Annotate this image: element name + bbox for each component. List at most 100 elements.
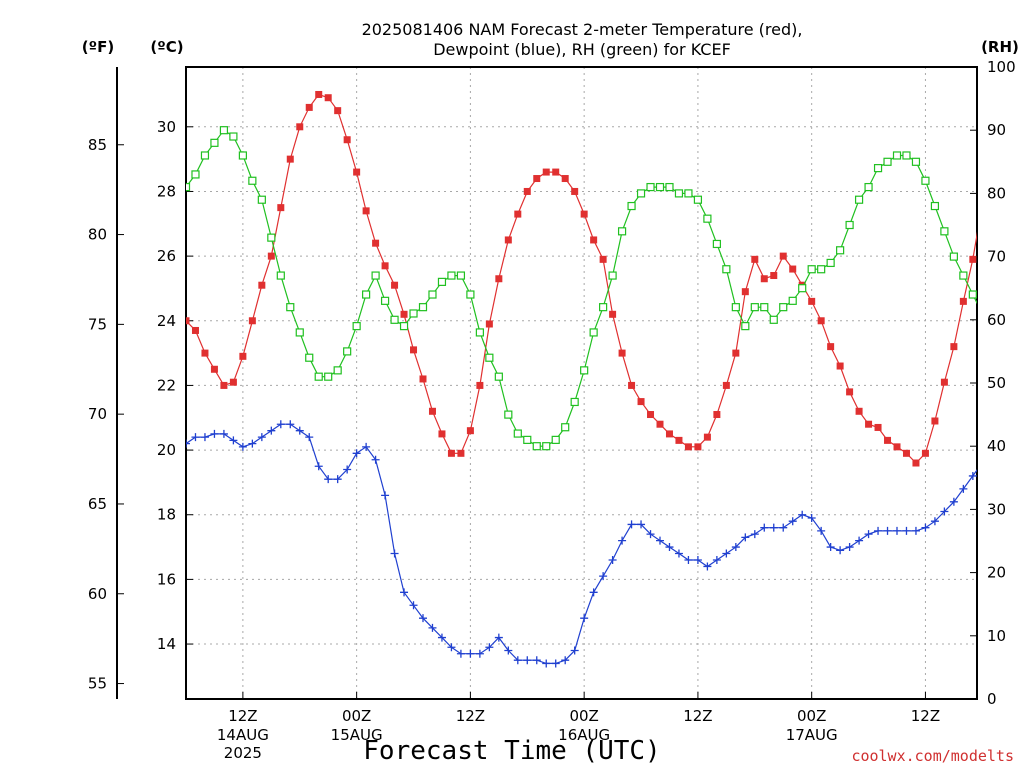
rh-point: [731, 303, 740, 312]
dewpoint-point: [314, 462, 323, 471]
rh-point: [485, 353, 494, 362]
temperature-point: [186, 317, 190, 325]
temperature-point: [400, 310, 408, 318]
rh-point: [864, 182, 873, 192]
chart-title-line-1: 2025081406 NAM Forecast 2-meter Temperat…: [362, 20, 803, 39]
temperature-point: [428, 407, 436, 415]
rh-point: [494, 372, 503, 381]
rh-point: [684, 189, 693, 198]
dewpoint-point: [949, 497, 958, 506]
temperature-point: [940, 378, 948, 386]
temperature-point: [362, 207, 370, 215]
rh-point: [380, 296, 390, 305]
rh-point: [475, 328, 484, 337]
temperature-point: [836, 362, 844, 370]
rh-tick-label: 60: [987, 311, 1006, 329]
rh-point: [854, 195, 864, 204]
dewpoint-point: [750, 530, 759, 539]
dewpoint-point: [959, 484, 968, 493]
rh-point: [836, 246, 845, 255]
rh-point: [760, 303, 769, 312]
temperature-point: [846, 388, 854, 396]
temperature-point: [817, 317, 825, 325]
dewpoint-point: [494, 633, 503, 642]
rh-point: [703, 214, 712, 223]
celsius-tick-label: 28: [157, 182, 176, 200]
temperature-point: [381, 262, 389, 270]
temperature-point: [779, 252, 787, 260]
rh-point: [513, 429, 522, 438]
temperature-point: [703, 433, 711, 441]
x-tick-label: 00Z: [797, 707, 826, 725]
temperature-point: [239, 352, 247, 360]
x-tick-date-label: 15AUG: [331, 726, 383, 744]
fahrenheit-tick-label: 85: [88, 136, 107, 154]
dewpoint-point: [874, 526, 883, 535]
rh-tick-label: 100: [987, 58, 1016, 76]
rh-point: [523, 435, 532, 444]
rh-point: [750, 303, 759, 312]
dewpoint-point: [210, 429, 219, 438]
temperature-point: [618, 349, 626, 357]
temperature-point: [770, 272, 778, 280]
rh-point: [352, 322, 361, 331]
dewpoint-point: [712, 555, 721, 564]
celsius-axis-header: (ºC): [150, 38, 183, 56]
dewpoint-point: [845, 543, 854, 552]
rh-point: [390, 315, 399, 324]
dewpoint-point: [371, 455, 380, 464]
temperature-point: [609, 310, 617, 318]
fahrenheit-axis-header: (ºF): [82, 38, 114, 56]
dewpoint-point: [883, 526, 892, 535]
rh-tick-label: 40: [987, 437, 1006, 455]
temperature-point: [191, 326, 199, 334]
temperature-point: [315, 90, 323, 98]
rh-point: [769, 315, 778, 324]
temperature-point: [286, 155, 294, 163]
temperature-point: [334, 107, 342, 115]
temperature-point: [533, 175, 541, 183]
dewpoint-point: [390, 549, 399, 558]
temperature-point: [476, 381, 484, 389]
rh-point: [826, 258, 835, 268]
rh-point: [532, 442, 541, 451]
rh-point: [599, 303, 608, 312]
temperature-point: [552, 168, 560, 176]
series-layer: [186, 90, 986, 668]
temperature-series: [186, 90, 986, 467]
temperature-point: [874, 423, 882, 431]
dewpoint-point: [855, 536, 864, 545]
dewpoint-point: [911, 526, 920, 535]
rh-point: [561, 423, 570, 432]
rh-tick-label: 80: [987, 184, 1006, 202]
temperature-point: [808, 297, 816, 305]
temperature-point: [865, 420, 873, 428]
rh-point: [229, 132, 238, 141]
rh-point: [646, 182, 655, 192]
x-tick-label: 12Z: [683, 707, 712, 725]
dewpoint-line: [186, 423, 977, 665]
temperature-point: [561, 175, 569, 183]
fahrenheit-tick-label: 65: [88, 495, 107, 513]
dewpoint-point: [940, 507, 949, 516]
temperature-point: [855, 407, 863, 415]
rh-point: [655, 182, 665, 192]
celsius-tick-label: 14: [157, 635, 176, 653]
fahrenheit-tick-label: 75: [88, 315, 107, 333]
temperature-point: [979, 201, 986, 208]
x-tick-label: 00Z: [569, 707, 598, 725]
temperature-point: [950, 343, 958, 351]
rh-point: [693, 195, 703, 204]
dewpoint-point: [618, 536, 627, 545]
grid-lines: [186, 67, 977, 699]
fahrenheit-tick-label: 70: [88, 405, 107, 423]
temperature-point: [959, 297, 967, 305]
rh-point: [399, 322, 409, 331]
dewpoint-point: [295, 426, 304, 435]
rh-point: [409, 309, 418, 318]
dewpoint-point: [722, 549, 731, 558]
temperature-point: [447, 449, 455, 457]
celsius-tick-label: 22: [157, 376, 176, 394]
dewpoint-point: [267, 426, 276, 435]
dewpoint-point: [779, 523, 788, 532]
